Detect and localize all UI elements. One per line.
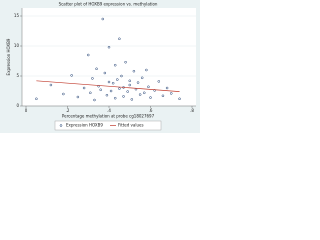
point — [35, 97, 38, 101]
point — [49, 83, 53, 87]
y-tick-label: 0 — [16, 103, 19, 108]
y-tick-label: 5 — [16, 73, 19, 78]
point — [120, 74, 123, 78]
point — [107, 45, 111, 49]
point — [128, 83, 131, 87]
point — [113, 96, 117, 100]
point — [161, 94, 165, 98]
point — [145, 68, 148, 72]
y-tick-label: 10 — [14, 43, 20, 48]
point — [126, 90, 129, 93]
point — [170, 92, 173, 95]
point — [118, 37, 121, 41]
x-tick-label: .4 — [107, 108, 111, 113]
x-tick-label: .8 — [190, 108, 194, 113]
point — [165, 86, 169, 90]
point — [130, 98, 134, 101]
plot-area — [22, 8, 196, 106]
fit-line — [36, 80, 180, 92]
legend-label: Fitted values — [118, 123, 144, 128]
x-axis-label: Percentage methylation at probe cg180276… — [62, 114, 155, 119]
point — [82, 86, 86, 90]
point — [109, 89, 113, 93]
point — [147, 85, 150, 89]
y-axis-label: Expression HOXB9 — [6, 38, 11, 75]
legend — [54, 120, 162, 131]
chart-title: Scatter plot of HOXB9 expression vs. met… — [59, 2, 158, 7]
point — [91, 77, 94, 80]
point — [128, 79, 131, 83]
point — [76, 95, 80, 99]
point — [95, 67, 98, 71]
point — [111, 81, 115, 85]
point — [116, 78, 119, 81]
legend-swatch — [59, 124, 63, 127]
point — [136, 81, 140, 84]
point — [107, 80, 111, 84]
point — [113, 63, 117, 67]
x-tick-label: .6 — [149, 108, 153, 113]
point — [143, 91, 146, 95]
point — [157, 80, 161, 83]
point — [101, 17, 105, 21]
point — [132, 69, 136, 73]
x-tick-label: 0 — [25, 108, 28, 113]
point — [87, 53, 90, 57]
point — [140, 76, 144, 80]
point — [124, 60, 127, 64]
point — [93, 98, 96, 102]
point — [105, 93, 109, 97]
x-tick-label: .2 — [66, 108, 70, 113]
point — [70, 74, 73, 77]
point — [62, 92, 65, 96]
chart: Scatter plot of HOXB9 expression vs. met… — [0, 0, 200, 133]
y-tick-label: 15 — [14, 13, 20, 18]
point — [89, 91, 92, 95]
point — [149, 96, 152, 99]
legend-label: Expression HOXB9 — [66, 123, 103, 128]
point — [118, 87, 121, 90]
point — [122, 95, 125, 98]
point — [178, 97, 181, 101]
point — [103, 71, 107, 75]
point — [138, 93, 142, 96]
point — [99, 88, 102, 92]
